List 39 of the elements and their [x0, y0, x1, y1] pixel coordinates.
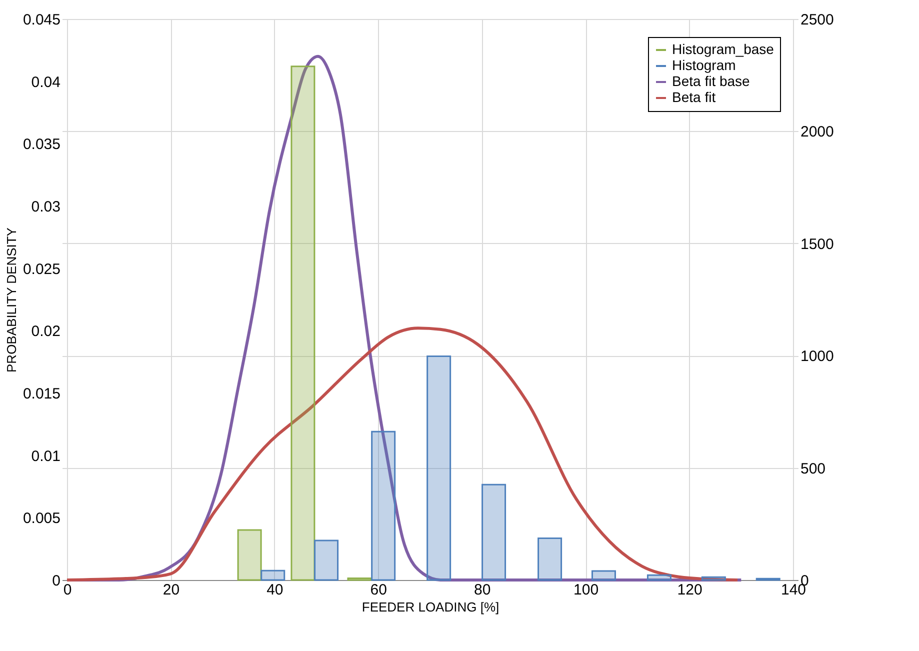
y2-tick-label: 2500 — [800, 12, 834, 28]
y-tick-label: 0.01 — [31, 448, 60, 465]
y-tick-label: 0.005 — [22, 510, 60, 528]
y-tick-label: 0.045 — [22, 12, 60, 28]
x-tick-label: 60 — [370, 582, 387, 598]
bar — [371, 430, 396, 581]
x-tick-label: 80 — [474, 582, 491, 598]
x-tick-label: 120 — [677, 582, 702, 598]
bar — [290, 66, 316, 581]
bar — [482, 484, 506, 581]
bar — [646, 574, 672, 581]
bar — [260, 570, 286, 581]
y-tick-label: 0.015 — [22, 386, 60, 402]
y2-tick-label: 1000 — [800, 348, 834, 366]
y-tick-label: 0.025 — [22, 260, 60, 278]
legend-label: Beta fit — [672, 89, 716, 105]
x-tick-label: 100 — [574, 582, 599, 598]
x-tick-label: 0 — [63, 582, 72, 598]
y-axis-title: PROBABILITY DENSITY — [4, 227, 19, 372]
legend-label: Histogram — [672, 57, 736, 73]
bar — [701, 576, 726, 581]
y-tick-label: 0.02 — [31, 323, 60, 340]
y2-tick-label: 500 — [800, 460, 826, 478]
bar — [538, 538, 562, 581]
bar — [314, 540, 339, 581]
legend-label: Beta fit base — [672, 73, 750, 89]
y-tick-label: 0.04 — [31, 74, 60, 91]
x-tick-label: 20 — [162, 582, 180, 598]
bar — [591, 570, 616, 581]
bar — [237, 529, 262, 581]
y-tick-label: 0.035 — [22, 136, 60, 154]
legend-label: Histogram_base — [672, 41, 774, 57]
y2-tick-label: 2000 — [800, 124, 834, 141]
bar — [426, 356, 452, 581]
y2-tick-label: 1500 — [800, 236, 834, 253]
x-axis-title: FEEDER LOADING [%] — [362, 600, 500, 614]
x-tick-label: 40 — [266, 582, 284, 598]
y-tick-label: 0.03 — [31, 198, 60, 216]
line-series — [66, 326, 740, 582]
